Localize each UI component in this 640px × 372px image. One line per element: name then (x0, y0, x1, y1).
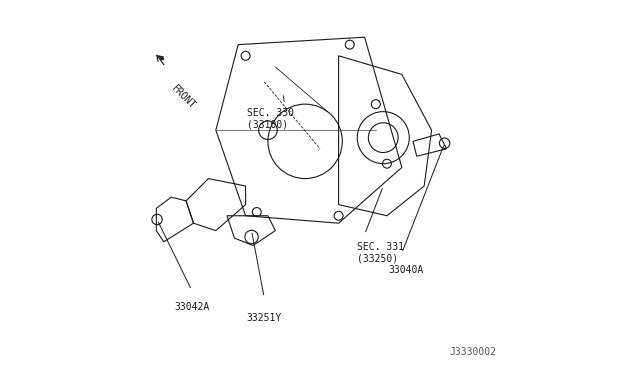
Text: SEC. 330
(33100): SEC. 330 (33100) (248, 108, 294, 130)
Text: 33040A: 33040A (389, 265, 424, 275)
Text: SEC. 331
(33250): SEC. 331 (33250) (357, 242, 404, 264)
Text: J3330002: J3330002 (450, 347, 497, 357)
Text: 33251Y: 33251Y (246, 313, 282, 323)
Text: FRONT: FRONT (170, 84, 197, 112)
Text: 33042A: 33042A (174, 302, 209, 312)
